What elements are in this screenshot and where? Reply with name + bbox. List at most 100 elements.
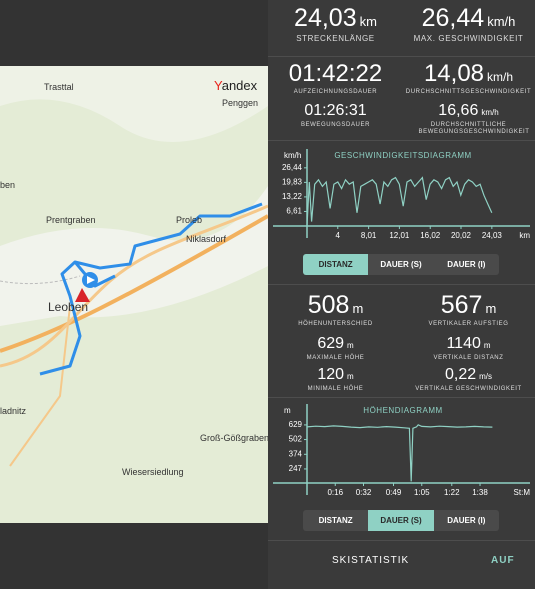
stat-label: VERTIKALE DISTANZ bbox=[433, 355, 504, 361]
stat: 120 m MINIMALE HÖHE bbox=[269, 367, 402, 393]
valley bbox=[0, 186, 268, 326]
terrain bbox=[0, 66, 268, 142]
stat-value: 0,22 bbox=[444, 366, 477, 383]
stat-unit: km/h bbox=[487, 70, 514, 84]
stat-value: 01:26:31 bbox=[304, 102, 367, 119]
stat-value: 01:42:22 bbox=[288, 60, 383, 87]
stat-value: 26,44 bbox=[421, 4, 485, 32]
stat-value: 629 bbox=[317, 335, 345, 352]
y-tick-label: 502 bbox=[289, 435, 303, 444]
tab-button[interactable]: DAUER (S) bbox=[368, 510, 434, 531]
chart-title: HÖHENDIAGRAMM bbox=[363, 406, 442, 415]
y-tick-label: 374 bbox=[289, 449, 303, 458]
stat-value-row: 120 m bbox=[269, 367, 402, 383]
stat-value: 1140 bbox=[446, 335, 481, 352]
stat-value-row: 0,22 m/s bbox=[402, 367, 535, 383]
map-label: Niklasdorf bbox=[186, 234, 227, 244]
x-tick-label: 24,03 bbox=[482, 231, 503, 240]
stat-value-row: 1140 m bbox=[402, 336, 535, 352]
y-tick-label: 629 bbox=[289, 420, 303, 429]
tab-button[interactable]: DAUER (S) bbox=[368, 254, 434, 275]
stat: 629 m MAXIMALE HÖHE bbox=[269, 336, 402, 362]
stat: 0,22 m/s VERTIKALE GESCHWINDIGKEIT bbox=[402, 367, 535, 393]
stat-value: 24,03 bbox=[294, 4, 357, 32]
separator bbox=[268, 284, 535, 285]
separator bbox=[268, 140, 535, 141]
stat-value-row: 26,44 km/h bbox=[402, 6, 535, 31]
tab-group: DISTANZ DAUER (S) DAUER (I) bbox=[303, 510, 499, 531]
x-tick-label: 8,01 bbox=[361, 231, 377, 240]
x-tick-label: 1:38 bbox=[472, 488, 488, 497]
stat-unit: m bbox=[483, 341, 491, 350]
map[interactable]: Yandex Trasttal Penggen ben Prentgraben … bbox=[0, 66, 268, 523]
stat-unit: km/h bbox=[487, 14, 516, 29]
y-tick-label: 247 bbox=[289, 464, 303, 473]
stat: 16,66 km/h DURCHSCHNITTLICHE BEWEGUNGSGESC… bbox=[402, 103, 535, 136]
x-tick-label: 0:49 bbox=[386, 488, 402, 497]
stat-label: MAX. GESCHWINDIGKEIT bbox=[413, 34, 524, 43]
road bbox=[0, 214, 268, 353]
stat-label: HÖHENUNTERSCHIED bbox=[298, 321, 373, 327]
tab-button[interactable]: DISTANZ bbox=[303, 254, 369, 275]
stat-label: MAXIMALE HÖHE bbox=[306, 355, 365, 361]
stat-value: 16,66 bbox=[438, 102, 479, 119]
separator bbox=[268, 540, 535, 541]
x-tick-label: 0:32 bbox=[356, 488, 372, 497]
y-unit: m bbox=[284, 406, 291, 415]
stat-value-row: 24,03 km bbox=[269, 6, 402, 31]
stat-unit: m bbox=[347, 372, 354, 381]
map-label: Prentgraben bbox=[46, 215, 96, 225]
stat-value: 120 bbox=[317, 366, 345, 383]
chart-title: GESCHWINDIGKEITSDIAGRAMM bbox=[334, 151, 471, 160]
stat-unit: m bbox=[352, 301, 364, 316]
stat-value: 508 bbox=[307, 291, 350, 319]
tab-button[interactable]: DAUER (I) bbox=[433, 254, 499, 275]
stat-label: STRECKENLÄNGE bbox=[296, 34, 375, 43]
map-drawing bbox=[0, 66, 268, 467]
map-label: Proleb bbox=[176, 215, 203, 225]
railway bbox=[0, 275, 81, 285]
map-label: ben bbox=[0, 180, 16, 190]
stat-label: DURCHSCHNITTLICHE BEWEGUNGSGESCHWINDIGKE… bbox=[418, 122, 530, 135]
stat-unit: m bbox=[485, 301, 497, 316]
map-panel: Yandex Trasttal Penggen ben Prentgraben … bbox=[0, 66, 268, 523]
x-tick-label: 16,02 bbox=[420, 231, 441, 240]
x-unit: St:M bbox=[514, 488, 531, 497]
x-tick-label: 20,02 bbox=[451, 231, 472, 240]
separator bbox=[268, 56, 535, 57]
road bbox=[9, 305, 71, 467]
stat: 508 m HÖHENUNTERSCHIED bbox=[269, 293, 402, 328]
x-tick-label: 0:16 bbox=[327, 488, 343, 497]
stat-value-row: 01:26:31 bbox=[269, 103, 402, 119]
x-tick-label: 12,01 bbox=[389, 231, 410, 240]
data-line bbox=[306, 424, 493, 482]
y-tick-label: 19,83 bbox=[282, 177, 303, 186]
stat-value-row: 567 m bbox=[402, 293, 535, 318]
stat-value-row: 16,66 km/h bbox=[402, 103, 535, 119]
tab-button[interactable]: DAUER (I) bbox=[433, 510, 499, 531]
stat: 01:26:31 BEWEGUNGSDAUER bbox=[269, 103, 402, 129]
map-label: Trasttal bbox=[44, 82, 74, 92]
map-label: Wiesersiedlung bbox=[122, 467, 184, 477]
stat: 567 m VERTIKALER AUFSTIEG bbox=[402, 293, 535, 328]
elevation-chart: HÖHENDIAGRAMM m 629 502 374 247 0:16 0:32 0:49 1:… bbox=[273, 404, 531, 497]
map-label: ladnitz bbox=[0, 406, 27, 416]
y-tick-label: 13,22 bbox=[282, 192, 303, 201]
stat-value-row: 508 m bbox=[269, 293, 402, 318]
stat-label: VERTIKALE GESCHWINDIGKEIT bbox=[415, 386, 522, 392]
stat-label: AUFZEICHNUNGSDAUER bbox=[293, 89, 378, 95]
map-label: Groß-Gößgraben bbox=[200, 433, 268, 443]
tab-button[interactable]: DISTANZ bbox=[303, 510, 369, 531]
x-tick-label: 4 bbox=[336, 231, 341, 240]
y-tick-label: 26,44 bbox=[282, 163, 303, 172]
stat-value-row: 629 m bbox=[269, 336, 402, 352]
ski-stats-toggle[interactable]: AUF bbox=[491, 555, 515, 566]
x-tick-label: 1:05 bbox=[414, 488, 430, 497]
stat: 14,08 km/h DURCHSCHNITTSGESCHWINDIGKEIT bbox=[402, 62, 535, 96]
map-label: Penggen bbox=[222, 98, 259, 108]
stat-unit: km/h bbox=[481, 108, 499, 117]
stat-label: VERTIKALER AUFSTIEG bbox=[428, 321, 509, 327]
stat: 26,44 km/h MAX. GESCHWINDIGKEIT bbox=[402, 6, 535, 44]
y-unit: km/h bbox=[284, 151, 301, 160]
stat-label: DURCHSCHNITTSGESCHWINDIGKEIT bbox=[405, 89, 532, 95]
